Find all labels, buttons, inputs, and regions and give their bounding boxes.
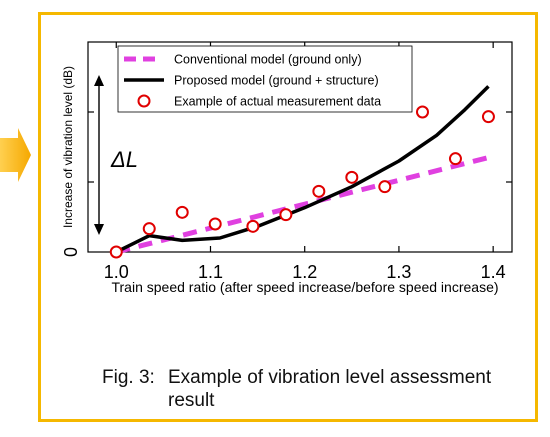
chart: 1.0 1.1 1.2 1.3 1.4 0 Conventional model (gro…	[61, 41, 513, 295]
data-point-measured	[481, 110, 495, 124]
x-tick-label: 1.4	[481, 262, 506, 282]
legend-swatch-measured	[137, 94, 151, 108]
delta-l-label: ΔL	[110, 147, 138, 172]
x-tick-label: 1.2	[292, 262, 317, 282]
legend-box	[117, 45, 413, 113]
x-tick-label: 1.3	[386, 262, 411, 282]
x-tick-label: 1.1	[198, 262, 223, 282]
data-point-measured	[279, 208, 293, 222]
legend-label: Conventional model (ground only)	[174, 53, 362, 67]
data-point-measured	[415, 105, 429, 119]
series-line-conventional	[115, 153, 494, 255]
x-axis-label: Train speed ratio (after speed increase/…	[111, 279, 498, 295]
figure-caption: Fig. 3: Example of vibration level assess…	[102, 366, 522, 412]
legend-label: Example of actual measurement data	[174, 95, 381, 109]
orange-arrow-icon	[0, 128, 31, 182]
data-point-measured	[142, 222, 156, 236]
data-point-measured	[378, 180, 392, 194]
delta-l-annotation: ΔL	[94, 75, 138, 235]
data-point-measured	[448, 152, 462, 166]
legend: Conventional model (ground only) Proposed…	[117, 45, 413, 113]
data-point-measured	[312, 184, 326, 198]
x-tick-label: 1.0	[104, 262, 129, 282]
series-line-proposed	[115, 85, 490, 254]
data-point-measured	[208, 217, 222, 231]
data-point-measured	[109, 245, 123, 259]
y-tick-label: 0	[61, 247, 81, 257]
legend-label: Proposed model (ground + structure)	[174, 74, 379, 88]
plot-area	[87, 41, 513, 253]
caption-text: Example of vibration level assessment re…	[168, 367, 492, 411]
data-point-measured	[345, 170, 359, 184]
y-axis-label: Increase of vibration level (dB)	[61, 66, 75, 228]
caption-number: Fig. 3:	[102, 367, 155, 388]
data-point-measured	[175, 205, 189, 219]
data-point-measured	[246, 219, 260, 233]
